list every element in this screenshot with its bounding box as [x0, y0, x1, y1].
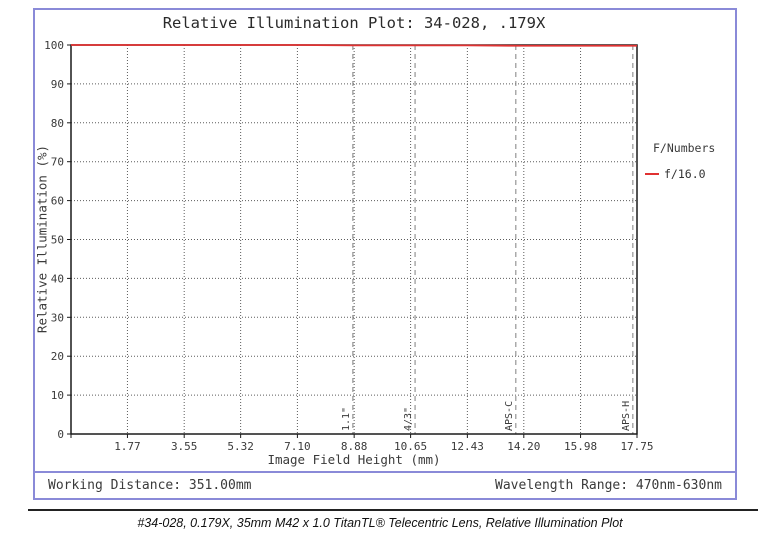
legend-line-swatch: [645, 173, 659, 175]
sensor-label: 1.1": [341, 407, 352, 431]
ri-curve: [71, 44, 637, 47]
sensor-label: APS-H: [621, 401, 632, 431]
sensor-label: 4/3": [403, 407, 414, 431]
y-tick-label: 10: [51, 389, 64, 402]
y-tick-label: 50: [51, 234, 64, 247]
legend-item: f/16.0: [645, 167, 715, 181]
figure-caption: #34-028, 0.179X, 35mm M42 x 1.0 TitanTL®…: [137, 516, 623, 530]
wavelength-range-text: Wavelength Range: 470nm-630nm: [495, 478, 722, 493]
sensor-label: APS-C: [504, 401, 515, 431]
x-tick-label: 15.98: [564, 440, 597, 453]
chart-title: Relative Illumination Plot: 34-028, .179…: [162, 14, 546, 32]
legend-label: f/16.0: [664, 167, 706, 181]
chart-frame: Relative Illumination Plot: 34-028, .179…: [33, 8, 737, 500]
chart-canvas: 1.1" 4/3" APS-C APS-H 1.77 3.55 5.32 7.10 8.88 10…: [44, 39, 653, 453]
working-distance-text: Working Distance: 351.00mm: [48, 478, 252, 493]
y-tick-label: 30: [51, 311, 64, 324]
y-tick-label: 20: [51, 350, 64, 363]
info-strip: Working Distance: 351.00mm Wavelength Ra…: [35, 471, 735, 498]
x-axis-label: Image Field Height (mm): [267, 452, 441, 467]
y-tick-label: 90: [51, 78, 64, 91]
legend-title: F/Numbers: [653, 141, 716, 155]
x-tick-label: 1.77: [114, 440, 141, 453]
x-tick-label: 17.75: [620, 440, 653, 453]
y-tick-label: 70: [51, 156, 64, 169]
legend: F/Numbers f/16.0: [645, 141, 715, 181]
x-tick-label: 10.65: [394, 440, 427, 453]
x-tick-label: 12.43: [451, 440, 484, 453]
x-tick-label: 3.55: [171, 440, 198, 453]
y-tick-label: 100: [44, 39, 64, 52]
x-tick-label: 7.10: [284, 440, 311, 453]
divider-rule: [28, 509, 758, 511]
y-tick-label: 80: [51, 117, 64, 130]
y-tick-label: 0: [57, 428, 64, 441]
y-axis-label: Relative Illumination (%): [34, 144, 50, 334]
x-tick-label: 5.32: [227, 440, 254, 453]
y-tick-label: 40: [51, 272, 64, 285]
x-tick-label: 14.20: [507, 440, 540, 453]
x-tick-label: 8.88: [341, 440, 368, 453]
y-tick-label: 60: [51, 195, 64, 208]
